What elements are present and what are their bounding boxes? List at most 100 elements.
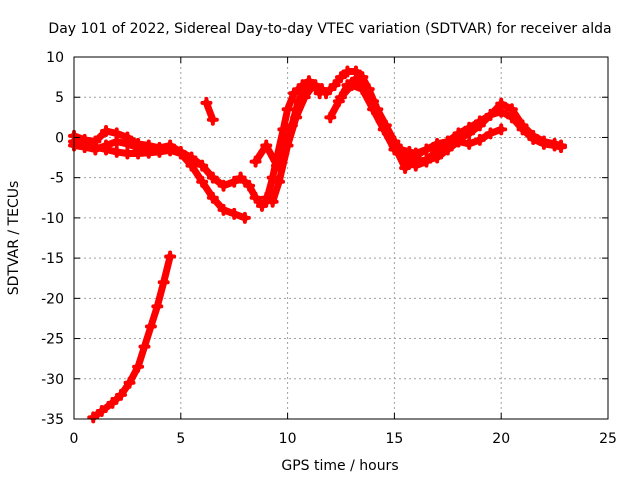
data-point (441, 143, 454, 156)
x-axis-label: GPS time / hours (281, 458, 398, 474)
data-point (174, 147, 187, 160)
data-point (399, 162, 412, 175)
data-point (495, 123, 508, 136)
data-point (106, 396, 119, 409)
data-point (196, 159, 209, 172)
data-point (110, 135, 123, 148)
data-point (288, 87, 301, 100)
series-track-3 (68, 135, 177, 157)
data-point (335, 91, 347, 104)
data-point (121, 137, 134, 150)
data-point (95, 404, 108, 417)
data-point (132, 360, 145, 373)
data-point (151, 300, 164, 313)
series-track-12 (87, 250, 177, 424)
data-point (243, 179, 256, 192)
grid (74, 57, 608, 419)
data-point (200, 96, 213, 109)
data-point (537, 137, 550, 150)
data-point (249, 191, 262, 204)
data-point (356, 83, 369, 96)
data-point (266, 171, 279, 184)
x-tick-label: 10 (279, 431, 297, 447)
data-point (100, 139, 113, 152)
data-point (298, 91, 311, 104)
data-point (132, 141, 145, 154)
y-tick-label: -10 (41, 211, 64, 227)
data-point (516, 123, 529, 136)
data-point (217, 203, 230, 216)
data-point (473, 115, 486, 128)
data-point (238, 211, 251, 224)
y-tick-label: 5 (55, 90, 64, 106)
data-point (281, 103, 294, 116)
data-point (420, 153, 433, 166)
y-axis-label: SDTVAR / TECUs (6, 181, 22, 296)
data-point (164, 141, 177, 154)
y-axis: 10 5 0 -5 -10 -15 -20 -25 -30 -35 (41, 50, 608, 428)
series-track-1 (68, 125, 247, 192)
data-point (324, 111, 337, 124)
data-point (144, 320, 157, 333)
y-tick-label: -15 (41, 251, 64, 267)
data-point (89, 143, 102, 156)
data-point (377, 123, 390, 136)
y-tick-label: -30 (41, 372, 64, 388)
plot-frame (73, 56, 609, 420)
data-point (234, 171, 247, 184)
data-point (388, 139, 401, 152)
data-point (100, 125, 113, 138)
data-point (307, 79, 320, 92)
data-point (114, 388, 127, 401)
y-tick-label: 10 (46, 50, 64, 66)
data-point (217, 179, 230, 192)
x-tick-label: 20 (492, 431, 510, 447)
series-track-4 (200, 96, 219, 126)
y-tick-label: -20 (41, 291, 64, 307)
data-point (555, 141, 568, 154)
data-point (495, 105, 508, 118)
data-point (121, 147, 134, 160)
y-tick-label: -35 (41, 412, 64, 428)
data-point (420, 143, 433, 156)
data-point (281, 139, 294, 152)
x-tick-label: 15 (385, 431, 403, 447)
x-axis: 0 5 10 15 20 25 (70, 57, 617, 447)
data-point (505, 111, 518, 124)
data-point (164, 250, 177, 263)
series-layer (68, 65, 568, 424)
data-point (249, 155, 262, 168)
data-point (206, 191, 219, 204)
data-point (484, 127, 497, 140)
data-point (273, 175, 286, 188)
data-point (185, 159, 198, 172)
y-tick-label: -25 (41, 332, 64, 348)
data-point (452, 135, 465, 148)
x-tick-label: 25 (599, 431, 617, 447)
x-tick-label: 0 (70, 431, 79, 447)
data-point (431, 151, 444, 164)
y-tick-label: -5 (50, 171, 64, 187)
data-point (138, 340, 151, 353)
y-tick-label: 0 (55, 130, 64, 146)
data-point (463, 137, 476, 150)
data-point (527, 133, 540, 146)
data-point (367, 103, 380, 116)
data-point (196, 175, 209, 188)
data-point (345, 79, 358, 92)
data-point (473, 133, 486, 146)
data-point (78, 141, 91, 154)
series-track-11 (388, 123, 508, 175)
data-point (87, 411, 100, 424)
data-point (277, 123, 290, 136)
data-point (123, 376, 136, 389)
data-point (260, 139, 273, 152)
chart-title: Day 101 of 2022, Sidereal Day-to-day VTE… (48, 21, 611, 37)
data-point (206, 171, 219, 184)
data-point (335, 71, 347, 84)
data-point (142, 144, 155, 157)
data-point (157, 276, 170, 289)
data-point (228, 175, 241, 188)
data-point (484, 108, 497, 121)
